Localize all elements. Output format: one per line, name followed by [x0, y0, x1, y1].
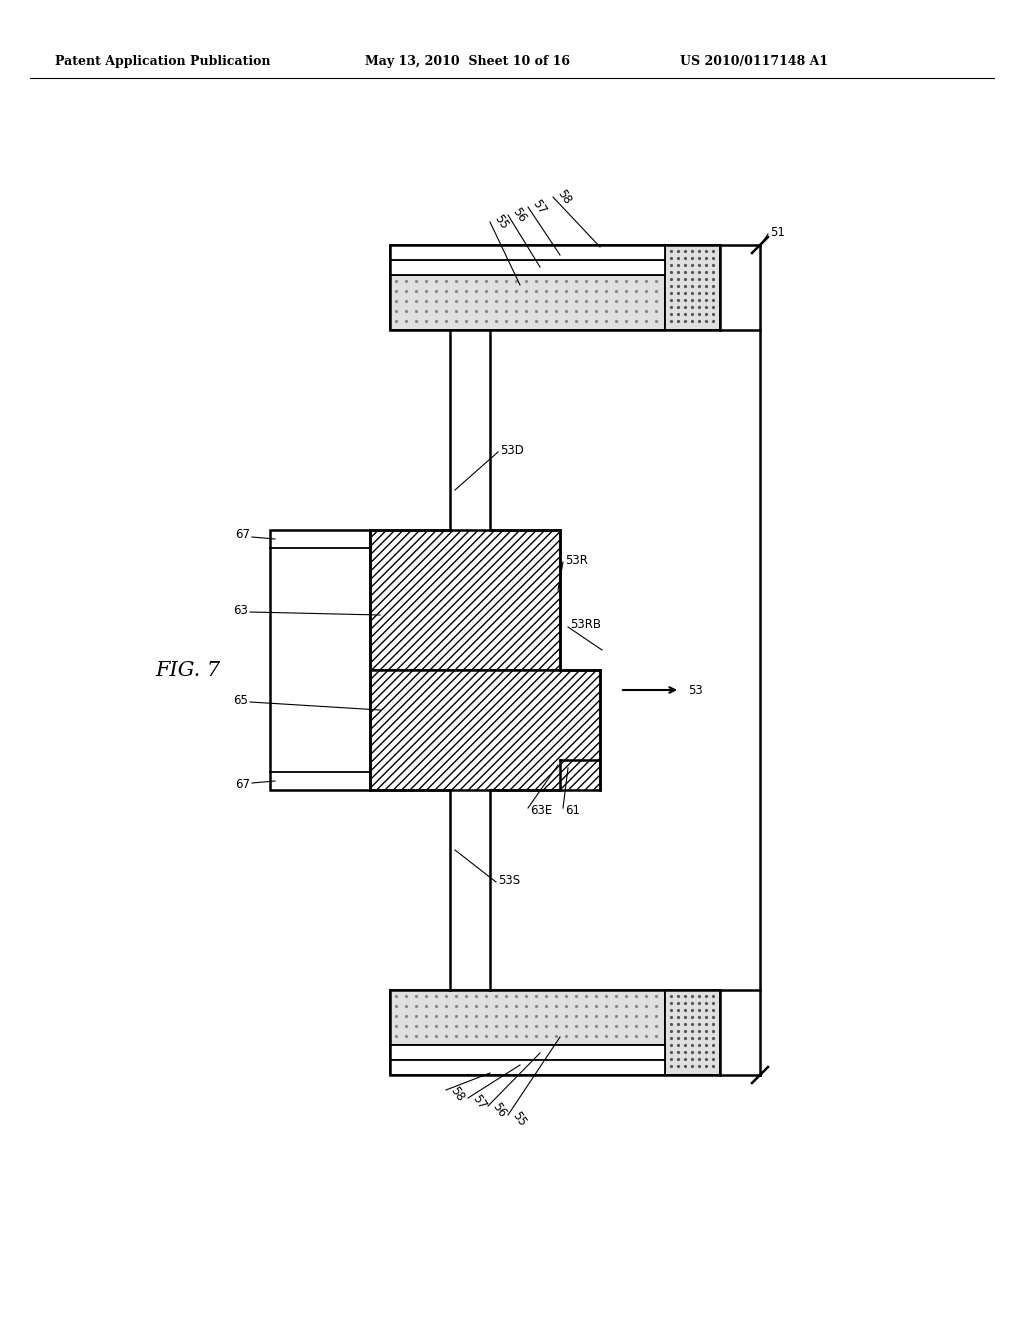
Text: FIG. 7: FIG. 7: [155, 660, 220, 680]
Bar: [370, 531, 560, 671]
Text: 55: 55: [492, 213, 511, 232]
Text: 67: 67: [234, 528, 250, 541]
Text: Patent Application Publication: Patent Application Publication: [55, 55, 270, 69]
Text: 57: 57: [530, 198, 549, 218]
Bar: [390, 246, 665, 260]
Text: 63: 63: [233, 603, 248, 616]
Text: 58: 58: [555, 187, 574, 207]
Text: 58: 58: [449, 1085, 467, 1104]
Bar: [390, 275, 665, 330]
Text: May 13, 2010  Sheet 10 of 16: May 13, 2010 Sheet 10 of 16: [365, 55, 570, 69]
Bar: [390, 990, 720, 1074]
Text: 53R: 53R: [565, 553, 588, 566]
Text: 67: 67: [234, 779, 250, 792]
Text: 56: 56: [510, 206, 529, 226]
Bar: [390, 246, 720, 330]
Bar: [390, 1045, 665, 1060]
Text: 51: 51: [770, 227, 784, 239]
Text: 53S: 53S: [498, 874, 520, 887]
Text: 57: 57: [470, 1093, 489, 1113]
Text: 61: 61: [565, 804, 580, 817]
Bar: [390, 260, 665, 275]
Text: 63E: 63E: [530, 804, 552, 817]
Text: US 2010/0117148 A1: US 2010/0117148 A1: [680, 55, 828, 69]
Bar: [665, 990, 720, 1074]
Text: 53RB: 53RB: [570, 619, 601, 631]
Bar: [665, 246, 720, 330]
Text: 53: 53: [688, 684, 702, 697]
Text: 53D: 53D: [500, 444, 524, 457]
Bar: [270, 531, 370, 789]
Text: 65: 65: [233, 693, 248, 706]
Text: 55: 55: [510, 1110, 529, 1129]
Text: 56: 56: [490, 1101, 509, 1121]
Bar: [390, 990, 665, 1045]
Bar: [390, 1060, 665, 1074]
Bar: [370, 671, 600, 789]
